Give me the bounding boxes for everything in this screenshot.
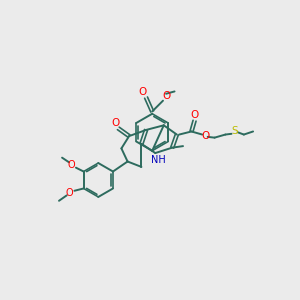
Text: O: O: [190, 110, 199, 120]
Text: O: O: [201, 131, 209, 141]
Text: S: S: [231, 127, 238, 136]
Text: O: O: [162, 91, 170, 101]
Text: O: O: [139, 87, 147, 97]
Text: O: O: [66, 188, 74, 198]
Text: NH: NH: [151, 155, 166, 165]
Text: O: O: [68, 160, 75, 170]
Text: O: O: [111, 118, 119, 128]
